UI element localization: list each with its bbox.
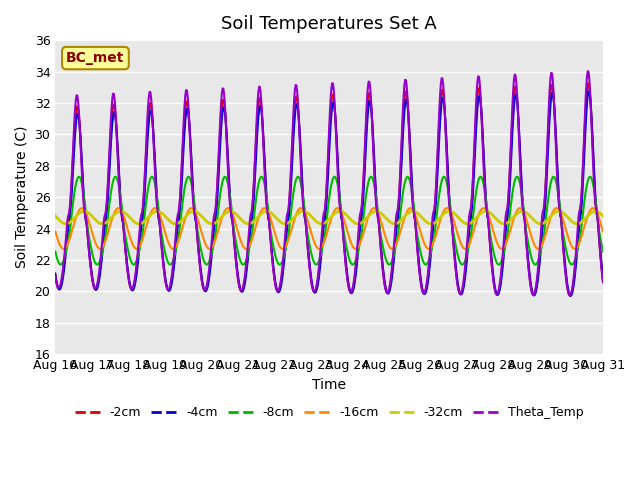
- -32cm: [429, 220, 437, 226]
- -32cm: [81, 208, 88, 214]
- -32cm: [550, 210, 558, 216]
- -16cm: [322, 233, 330, 239]
- Text: BC_met: BC_met: [67, 51, 125, 65]
- -16cm: [51, 228, 59, 234]
- -8cm: [429, 238, 437, 243]
- Theta_Temp: [195, 254, 203, 260]
- Line: -8cm: -8cm: [55, 177, 603, 264]
- -4cm: [321, 218, 328, 224]
- Theta_Temp: [321, 208, 328, 214]
- Line: Theta_Temp: Theta_Temp: [55, 71, 603, 295]
- Theta_Temp: [51, 274, 59, 279]
- -2cm: [549, 85, 557, 91]
- -4cm: [599, 275, 607, 281]
- -4cm: [428, 240, 436, 246]
- Theta_Temp: [566, 292, 573, 298]
- -2cm: [321, 213, 328, 218]
- -16cm: [173, 241, 181, 247]
- -4cm: [585, 88, 593, 94]
- -4cm: [172, 249, 179, 255]
- -8cm: [57, 262, 65, 267]
- Theta_Temp: [599, 279, 607, 285]
- -2cm: [599, 278, 607, 284]
- -2cm: [195, 254, 203, 260]
- -32cm: [196, 212, 204, 218]
- -4cm: [566, 293, 574, 299]
- Theta_Temp: [584, 68, 591, 74]
- -16cm: [599, 228, 607, 234]
- -8cm: [376, 221, 383, 227]
- -2cm: [566, 293, 574, 299]
- -16cm: [60, 246, 67, 252]
- -32cm: [322, 219, 330, 225]
- Theta_Temp: [374, 210, 381, 216]
- Title: Soil Temperatures Set A: Soil Temperatures Set A: [221, 15, 437, 33]
- Line: -2cm: -2cm: [55, 83, 603, 296]
- Theta_Temp: [428, 225, 436, 230]
- X-axis label: Time: Time: [312, 377, 346, 392]
- Line: -32cm: -32cm: [55, 211, 603, 224]
- -16cm: [429, 240, 437, 246]
- -8cm: [51, 249, 59, 254]
- -2cm: [585, 80, 593, 86]
- -8cm: [173, 242, 181, 248]
- -16cm: [376, 214, 383, 219]
- -8cm: [550, 174, 558, 180]
- -8cm: [196, 245, 204, 251]
- -16cm: [78, 205, 86, 211]
- -32cm: [62, 221, 70, 227]
- -4cm: [195, 251, 203, 256]
- -32cm: [51, 213, 59, 219]
- -2cm: [374, 214, 381, 219]
- -8cm: [599, 249, 607, 254]
- -16cm: [550, 207, 558, 213]
- -4cm: [374, 214, 381, 220]
- Theta_Temp: [549, 77, 557, 83]
- Line: -4cm: -4cm: [55, 91, 603, 296]
- -8cm: [75, 174, 83, 180]
- -32cm: [376, 209, 383, 215]
- -4cm: [549, 90, 557, 96]
- -8cm: [322, 222, 330, 228]
- Theta_Temp: [172, 235, 179, 241]
- -2cm: [51, 273, 59, 278]
- -32cm: [173, 221, 181, 227]
- -16cm: [196, 226, 204, 232]
- -4cm: [51, 271, 59, 276]
- -32cm: [599, 213, 607, 219]
- Line: -16cm: -16cm: [55, 208, 603, 249]
- Legend: -2cm, -4cm, -8cm, -16cm, -32cm, Theta_Temp: -2cm, -4cm, -8cm, -16cm, -32cm, Theta_Te…: [70, 401, 589, 424]
- -2cm: [172, 242, 179, 248]
- Y-axis label: Soil Temperature (C): Soil Temperature (C): [15, 126, 29, 268]
- -2cm: [428, 232, 436, 238]
